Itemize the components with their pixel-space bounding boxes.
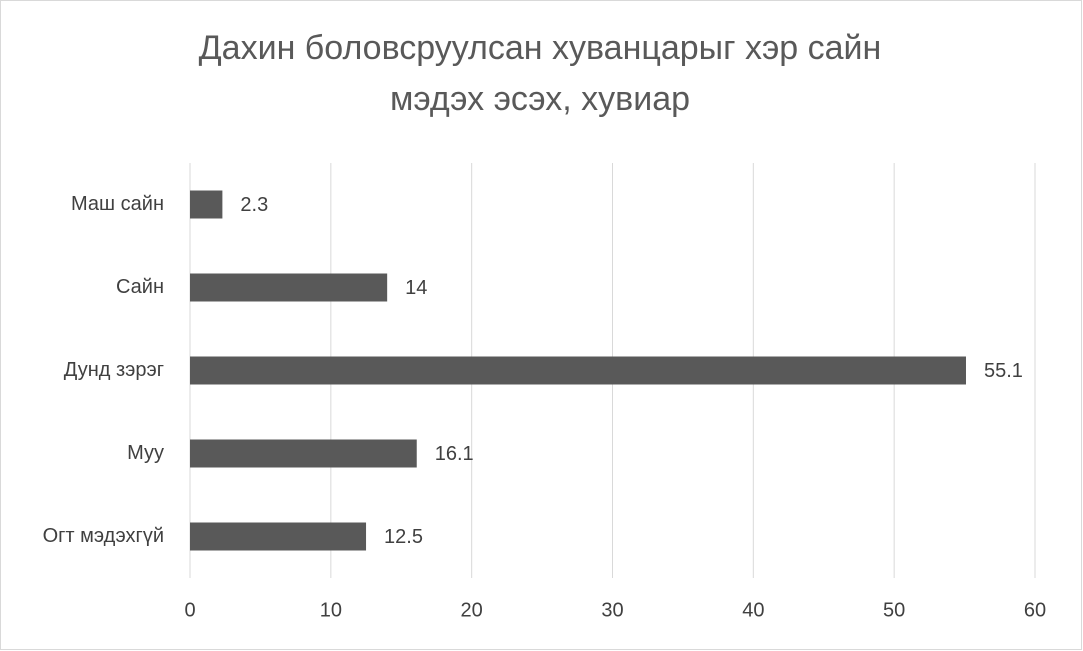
x-tick-label: 0 [184,599,195,621]
x-tick-label: 10 [320,599,342,621]
x-tick-label: 40 [742,599,764,621]
y-tick-label: Маш сайн [71,193,164,215]
chart-title: Дахин боловсруулсан хуванцарыг хэр сайн [199,29,882,67]
y-tick-label: Сайн [116,276,164,298]
value-label: 16.1 [435,443,474,465]
value-label: 55.1 [984,360,1023,382]
bar [190,439,417,468]
value-label: 12.5 [384,526,423,548]
y-tick-label: Дунд зэрэг [64,359,164,381]
x-tick-label: 50 [883,599,905,621]
x-tick-label: 60 [1024,599,1046,621]
chart-title: мэдэх эсэх, хувиар [390,80,690,118]
bar [190,190,223,219]
bar [190,356,966,385]
y-tick-label: Огт мэдэхгүй [43,525,164,547]
value-label: 2.3 [240,194,268,216]
x-tick-label: 20 [461,599,483,621]
x-tick-label: 30 [601,599,623,621]
y-tick-label: Муу [127,442,164,464]
bar [190,273,388,302]
bar [190,522,367,551]
value-label: 14 [405,277,427,299]
